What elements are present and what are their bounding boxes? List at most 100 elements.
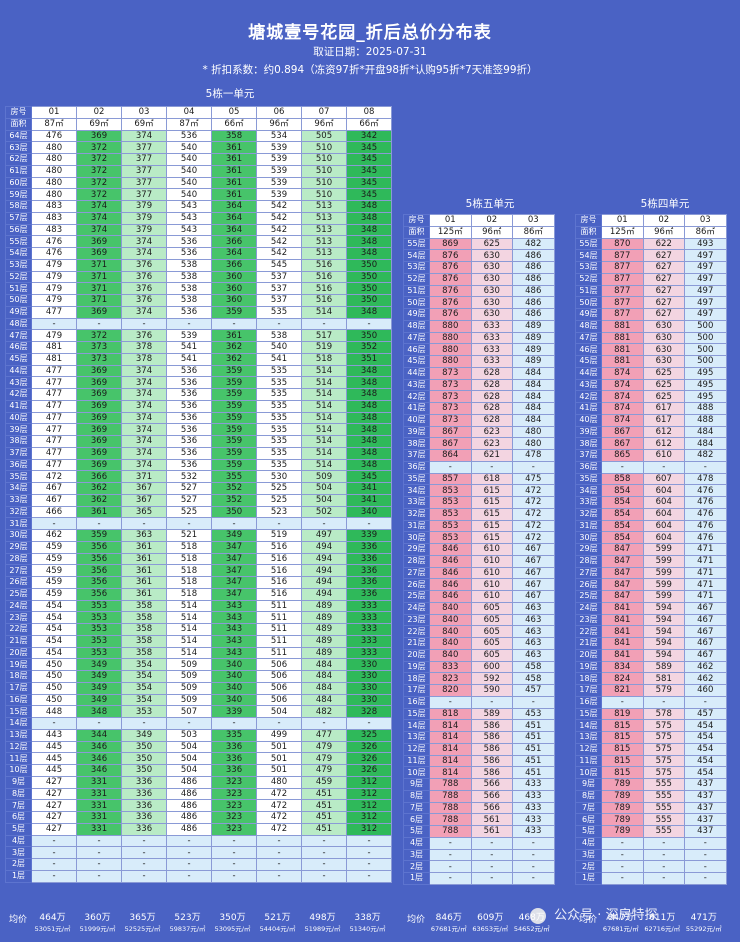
price-cell: 340	[346, 505, 392, 519]
floor-row: 31层 854 604 476	[575, 519, 727, 533]
price-cell: 336	[121, 775, 167, 789]
floor-label: 25层	[575, 590, 602, 603]
price-cell: 374	[76, 211, 122, 225]
price-cell-empty: -	[166, 717, 212, 730]
price-cell: 627	[642, 284, 685, 298]
price-cell: 633	[470, 319, 513, 333]
room-area: 96㎡	[256, 117, 302, 131]
price-cell: 471	[684, 566, 727, 580]
price-cell-empty: -	[470, 836, 513, 850]
price-cell: 581	[642, 672, 685, 685]
price-cell: 510	[301, 176, 347, 190]
floor-row: 64层 476 369 374 536 358 534 505 342	[5, 129, 392, 143]
price-cell: 374	[121, 376, 167, 389]
floor-label: 8层	[575, 789, 602, 803]
price-cell: 540	[166, 164, 212, 178]
price-cell: 633	[470, 355, 513, 368]
price-cell: 540	[166, 153, 212, 166]
price-cell: 516	[301, 258, 347, 272]
price-table-unit-4: 房号 01 02 03 面积 125㎡ 96㎡ 86㎡ 55层 870 622 493 54层 877 62…	[575, 214, 727, 885]
room-area: 69㎡	[121, 117, 167, 131]
price-cell: 874	[601, 402, 644, 415]
floor-row: 56层 483 374 379 543 364 542 513 348	[5, 223, 392, 237]
room-number: 02	[76, 106, 122, 119]
floor-row: 50层 876 630 486	[403, 296, 555, 309]
floor-row: 23层 841 594 467	[575, 613, 727, 627]
price-cell: 454	[684, 731, 727, 744]
price-cell-empty: -	[301, 834, 347, 848]
floor-label: 26层	[403, 578, 430, 591]
floor-row: 18层 823 592 458	[403, 672, 555, 685]
floor-label: 45层	[575, 355, 602, 368]
avg-unit-price: 63653元/㎡	[472, 925, 509, 933]
floor-label: 46层	[5, 341, 32, 354]
price-cell: 788	[429, 813, 472, 826]
floor-row: 16层 - - -	[575, 695, 727, 709]
price-cell: 841	[601, 637, 644, 650]
floor-label: 53层	[403, 261, 430, 274]
price-cell: 514	[301, 446, 347, 460]
floor-row: 51层 479 371 376 538 360 537 516 350	[5, 282, 392, 295]
price-cell-empty: -	[601, 860, 644, 873]
price-cell: 877	[601, 249, 644, 262]
price-cell-empty: -	[76, 834, 122, 848]
price-cell: 536	[166, 435, 212, 448]
room-area: 125㎡	[601, 225, 644, 239]
price-cell: 814	[429, 766, 472, 779]
room-area: 69㎡	[76, 117, 122, 131]
price-cell: 361	[121, 564, 167, 577]
price-cell-empty: -	[256, 846, 302, 859]
price-cell: 343	[211, 611, 257, 624]
price-cell: 356	[76, 587, 122, 601]
price-cell: 873	[429, 413, 472, 427]
price-cell-empty: -	[211, 317, 257, 331]
floor-row: 10层 815 575 454	[575, 766, 727, 779]
floor-label: 17层	[575, 684, 602, 697]
floor-row: 54层 876 630 486	[403, 249, 555, 262]
price-cell: 352	[211, 493, 257, 507]
price-cell: 345	[346, 164, 392, 178]
price-cell: 333	[346, 634, 392, 648]
price-cell: 594	[642, 625, 685, 638]
floor-row: 7层 789 555 437	[575, 801, 727, 815]
price-cell: 484	[301, 658, 347, 671]
price-cell: 854	[601, 531, 644, 544]
floor-row: 7层 788 566 433	[403, 801, 555, 815]
floor-label: 52层	[5, 270, 32, 284]
price-cell: 566	[470, 789, 513, 803]
price-cell: 514	[166, 634, 212, 648]
price-cell: 579	[642, 684, 685, 697]
price-cell: 467	[512, 543, 555, 556]
price-cell: 360	[211, 270, 257, 284]
price-cell: 361	[211, 164, 257, 178]
floor-label: 22层	[403, 625, 430, 638]
price-cell: 367	[121, 493, 167, 507]
floor-row: 39层 477 369 374 536 359 535 514 348	[5, 423, 392, 436]
price-cell: 625	[470, 237, 513, 251]
price-cell: 536	[166, 388, 212, 401]
floor-row: 5层 788 561 433	[403, 825, 555, 838]
price-cell: 789	[601, 801, 644, 815]
price-cell: 369	[76, 435, 122, 448]
price-cell: 853	[429, 507, 472, 521]
price-cell: 363	[121, 529, 167, 542]
floor-label: 47层	[5, 329, 32, 342]
price-cell-empty: -	[166, 317, 212, 331]
price-cell: 494	[301, 576, 347, 589]
price-cell: 451	[301, 787, 347, 801]
price-cell: 610	[470, 566, 513, 580]
floor-row: 27层 846 610 467	[403, 566, 555, 580]
price-cell: 511	[256, 623, 302, 636]
price-cell: 343	[211, 599, 257, 613]
price-cell: 486	[512, 249, 555, 262]
price-cell: 348	[346, 458, 392, 472]
price-cell: 617	[642, 402, 685, 415]
price-cell: 336	[211, 764, 257, 777]
price-cell: 347	[211, 564, 257, 577]
price-cell: 443	[31, 728, 77, 742]
price-cell: 578	[642, 707, 685, 721]
floor-row: 22层 841 594 467	[575, 625, 727, 638]
price-cell: 818	[429, 707, 472, 721]
price-cell-empty: -	[211, 834, 257, 848]
price-cell: 820	[429, 684, 472, 697]
